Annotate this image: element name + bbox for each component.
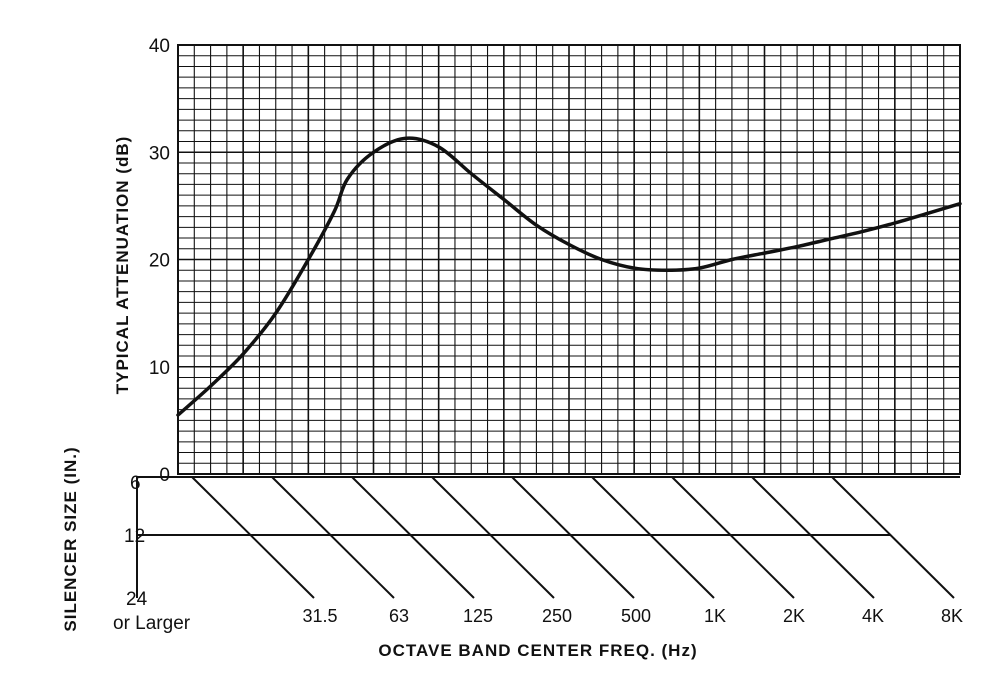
grid-lines (177, 44, 961, 475)
nomograph-diagonal (591, 476, 715, 599)
silencer-size-24-label: 24 (126, 589, 148, 610)
x-tick-label: 250 (542, 606, 572, 626)
nomograph-diagonal (431, 476, 555, 599)
attenuation-curve (176, 136, 962, 417)
y-tick-labels: 0 10 20 30 40 (149, 36, 170, 486)
x-tick-label: 2K (783, 606, 805, 626)
nomograph-diagonal (751, 476, 875, 599)
x-tick-label: 1K (704, 606, 726, 626)
x-tick-label: 500 (621, 606, 651, 626)
x-tick-label: 8K (941, 606, 963, 626)
nomograph-diagonal (671, 476, 795, 599)
plot-frame (177, 44, 961, 475)
frequency-tick-labels: 31.5 63 125 250 500 1K 2K 4K 8K (302, 606, 963, 626)
silencer-size-or-larger-label: or Larger (113, 613, 191, 634)
y-tick-label: 0 (159, 465, 170, 486)
silencer-size-nomograph (136, 476, 960, 599)
y-tick-label: 20 (149, 251, 170, 272)
nomograph-diagonal (351, 476, 475, 599)
x-tick-label: 125 (463, 606, 493, 626)
y-tick-label: 40 (149, 36, 170, 57)
silencer-size-12-label: 12 (124, 526, 145, 547)
y-tick-label: 10 (149, 358, 170, 379)
x-tick-label: 63 (389, 606, 409, 626)
silencer-size-title: SILENCER SIZE (IN.) (61, 446, 80, 631)
x-tick-label: 31.5 (302, 606, 337, 626)
silencer-size-6-label: 6 (130, 473, 141, 494)
y-axis-title: TYPICAL ATTENUATION (dB) (113, 136, 132, 395)
nomograph-diagonal (511, 476, 635, 599)
x-tick-label: 4K (862, 606, 884, 626)
nomograph-diagonal (831, 476, 955, 599)
nomograph-diagonal (191, 476, 315, 599)
y-tick-label: 30 (149, 143, 170, 164)
nomograph-diagonal (271, 476, 395, 599)
x-axis-title: OCTAVE BAND CENTER FREQ. (Hz) (378, 641, 697, 660)
